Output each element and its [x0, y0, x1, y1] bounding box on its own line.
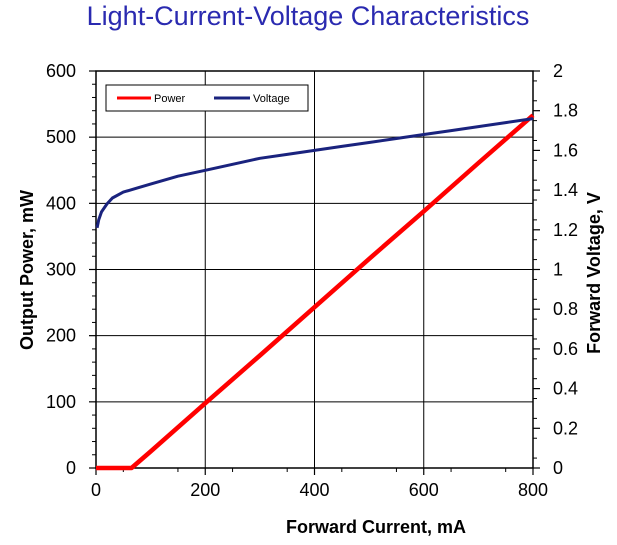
y-tick-label: 500 — [46, 127, 76, 147]
x-tick-label: 0 — [91, 480, 101, 500]
y2-tick-label: 0.8 — [553, 299, 578, 319]
y-axis-label: Output Power, mW — [17, 190, 37, 350]
x-tick-label: 600 — [409, 480, 439, 500]
y2-tick-label: 1.6 — [553, 140, 578, 160]
legend: Power Voltage — [105, 84, 309, 112]
y2-tick-label: 1.8 — [553, 101, 578, 121]
chart-title: Light-Current-Voltage Characteristics — [87, 1, 530, 31]
series-line-voltage — [95, 117, 534, 229]
grid — [96, 71, 533, 468]
series-layer — [95, 113, 535, 471]
x-tick-label: 200 — [190, 480, 220, 500]
y2-tick-label: 1.2 — [553, 220, 578, 240]
y2-tick-label: 0.2 — [553, 418, 578, 438]
y-tick-label: 0 — [66, 458, 76, 478]
y2-tick-label: 0.4 — [553, 379, 578, 399]
y2-tick-label: 1 — [553, 260, 563, 280]
axis-ticks: 0 200 400 600 800010020030040050060000.20.40… — [46, 61, 578, 500]
y2-tick-label: 0 — [553, 458, 563, 478]
y-tick-label: 300 — [46, 260, 76, 280]
x-tick-label: 400 — [299, 480, 329, 500]
y2-tick-label: 2 — [553, 61, 563, 81]
y2-tick-label: 0.6 — [553, 339, 578, 359]
y-tick-label: 400 — [46, 193, 76, 213]
y-tick-label: 100 — [46, 392, 76, 412]
legend-label-voltage: Voltage — [253, 93, 290, 105]
series-line-power — [96, 113, 535, 471]
x-axis-label: Forward Current, mA — [286, 517, 466, 537]
x-tick-label: 800 — [518, 480, 548, 500]
y2-tick-label: 1.4 — [553, 180, 578, 200]
y2-axis-label: Forward Voltage, V — [584, 192, 604, 354]
y-tick-label: 600 — [46, 61, 76, 81]
legend-label-power: Power — [154, 93, 186, 105]
y-tick-label: 200 — [46, 326, 76, 346]
